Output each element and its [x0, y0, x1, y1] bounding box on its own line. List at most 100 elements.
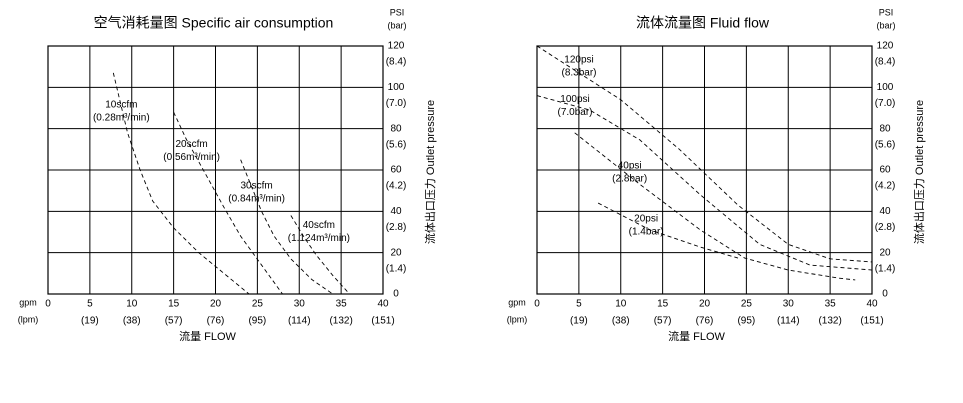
y-tick-label: 40	[390, 206, 402, 217]
x-tick-label: 40	[377, 299, 389, 310]
data-line	[173, 111, 283, 295]
plot-frame	[536, 45, 873, 295]
curve-label: 120psi	[564, 55, 593, 66]
x-tick-label: 35	[825, 299, 837, 310]
curve-sublabel: (0.84m³/min)	[228, 193, 285, 204]
curve-sublabel: (7.0bar)	[557, 107, 592, 118]
chart: 空气消耗量图 Specific air consumption 0 5 10 15 20 2…	[18, 7, 437, 343]
x-axis-title: 流量 FLOW	[668, 329, 725, 343]
y-tick-label-secondary: (5.6)	[386, 139, 407, 150]
x-tick-label-secondary: (132)	[818, 316, 841, 327]
y-axis-title: 流体出口压力 Outlet pressure	[912, 100, 926, 244]
curve-label: 20scfm	[176, 139, 208, 150]
plot-frame	[47, 45, 384, 295]
x-tick-label-secondary: (95)	[737, 316, 755, 327]
y-tick-label-secondary: (4.2)	[386, 181, 407, 192]
y-tick-label: 0	[882, 289, 888, 300]
curve-label: 40psi	[618, 160, 642, 171]
y-tick-label: 60	[879, 165, 891, 176]
x-tick-label: 20	[210, 299, 222, 310]
y-tick-label-secondary: (8.4)	[875, 57, 896, 68]
curve-label: 30scfm	[241, 180, 273, 191]
x-tick-label: 25	[252, 299, 264, 310]
x-tick-label-secondary: (57)	[654, 316, 672, 327]
x-tick-label: 20	[699, 299, 711, 310]
x-tick-label-secondary: (19)	[81, 316, 99, 327]
data-line	[290, 215, 350, 295]
curve-label: 100psi	[560, 94, 589, 105]
x-tick-label: 0	[534, 299, 540, 310]
x-tick-label-secondary: (95)	[248, 316, 266, 327]
y-unit-secondary: (bar)	[876, 20, 895, 30]
chart: 流体流量图 Fluid flow 0 5 10 15 20 25 30 35 40 (19) (38)…	[507, 7, 926, 343]
data-line	[536, 45, 873, 263]
y-unit: PSI	[879, 7, 894, 17]
y-tick-label: 0	[393, 289, 399, 300]
y-tick-label: 60	[390, 165, 402, 176]
curve-sublabel: (1.124m³/min)	[288, 233, 350, 244]
curve-label: 20psi	[634, 214, 658, 225]
x-unit-secondary: (lpm)	[18, 314, 39, 324]
x-tick-label-secondary: (38)	[123, 316, 141, 327]
y-tick-label: 120	[877, 41, 894, 52]
x-tick-label: 10	[615, 299, 627, 310]
data-line	[112, 72, 250, 295]
x-tick-label: 35	[336, 299, 348, 310]
x-tick-label: 5	[576, 299, 582, 310]
y-tick-label: 100	[877, 82, 894, 93]
chart-title: 流体流量图 Fluid flow	[636, 15, 770, 31]
y-tick-label: 80	[390, 123, 402, 134]
y-tick-label-secondary: (5.6)	[875, 139, 896, 150]
curve-sublabel: (8.3bar)	[561, 68, 596, 79]
y-unit: PSI	[390, 7, 405, 17]
y-axis-title: 流体出口压力 Outlet pressure	[423, 100, 437, 244]
x-tick-label-secondary: (19)	[570, 316, 588, 327]
data-line	[597, 202, 739, 259]
x-tick-label-secondary: (114)	[288, 316, 311, 327]
x-axis-title: 流量 FLOW	[179, 329, 236, 343]
x-tick-label: 40	[866, 299, 878, 310]
x-tick-label-secondary: (38)	[612, 316, 630, 327]
x-unit-secondary: (lpm)	[507, 314, 528, 324]
curve-sublabel: (0.28m³/min)	[93, 113, 150, 124]
x-tick-label-secondary: (76)	[207, 316, 225, 327]
data-line	[240, 159, 334, 295]
chart-title: 空气消耗量图 Specific air consumption	[94, 15, 334, 31]
x-tick-label-secondary: (151)	[860, 316, 883, 327]
x-tick-label: 15	[657, 299, 669, 310]
x-tick-label-secondary: (57)	[165, 316, 183, 327]
x-tick-label: 15	[168, 299, 180, 310]
x-tick-label: 10	[126, 299, 138, 310]
y-tick-label-secondary: (7.0)	[875, 98, 896, 109]
y-tick-label-secondary: (2.8)	[386, 222, 407, 233]
x-tick-label-secondary: (114)	[777, 316, 800, 327]
curve-sublabel: (2.8bar)	[612, 173, 647, 184]
y-tick-label-secondary: (8.4)	[386, 57, 407, 68]
x-tick-label-secondary: (132)	[329, 316, 352, 327]
x-tick-label: 0	[45, 299, 51, 310]
x-unit: gpm	[19, 297, 37, 307]
y-tick-label: 80	[879, 123, 891, 134]
y-tick-label: 100	[388, 82, 405, 93]
y-tick-label: 120	[388, 41, 405, 52]
x-tick-label: 25	[741, 299, 753, 310]
y-tick-label: 20	[390, 247, 402, 258]
curve-sublabel: (1.4bar)	[629, 227, 664, 238]
curve-label: 40scfm	[303, 220, 335, 231]
y-tick-label-secondary: (2.8)	[875, 222, 896, 233]
y-tick-label-secondary: (1.4)	[875, 263, 896, 274]
y-unit-secondary: (bar)	[387, 20, 406, 30]
y-tick-label-secondary: (1.4)	[386, 263, 407, 274]
curve-sublabel: (0.56m³/min)	[163, 152, 220, 163]
x-unit: gpm	[508, 297, 526, 307]
curve-label: 10scfm	[105, 100, 137, 111]
y-tick-label-secondary: (7.0)	[386, 98, 407, 109]
x-tick-label: 5	[87, 299, 93, 310]
x-tick-label: 30	[294, 299, 306, 310]
data-line	[574, 132, 856, 281]
x-tick-label: 30	[783, 299, 795, 310]
y-tick-label-secondary: (4.2)	[875, 181, 896, 192]
y-tick-label: 40	[879, 206, 891, 217]
x-tick-label-secondary: (76)	[696, 316, 714, 327]
x-tick-label-secondary: (151)	[371, 316, 394, 327]
